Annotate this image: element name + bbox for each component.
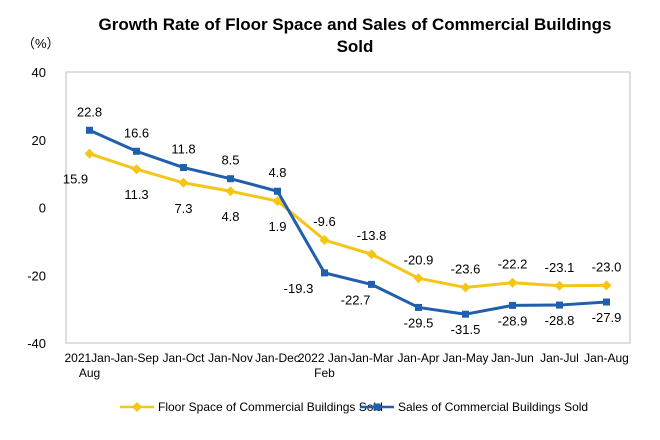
data-label: 16.6 xyxy=(124,125,149,140)
data-point-marker xyxy=(133,147,140,155)
data-label: 11.8 xyxy=(171,142,195,157)
x-tick-label: Jan-Mar xyxy=(349,351,393,365)
data-label: 11.3 xyxy=(124,187,148,202)
legend-marker xyxy=(373,403,381,411)
data-label: 22.8 xyxy=(77,104,102,119)
data-point-marker xyxy=(462,310,469,318)
x-tick-label: Jan-Nov xyxy=(208,351,253,365)
x-tick-label: Jan-Jun xyxy=(491,351,534,365)
legend: Floor Space of Commercial Buildings Sold… xyxy=(120,400,588,414)
legend-label: Sales of Commercial Buildings Sold xyxy=(398,400,588,414)
data-point-marker xyxy=(178,177,189,188)
x-tick-label: 2022 Jan-Feb xyxy=(298,351,351,380)
data-label: -23.1 xyxy=(545,260,575,275)
data-label: -20.9 xyxy=(404,252,434,267)
x-tick-label: Jan-Dec xyxy=(255,351,300,365)
data-label: 7.3 xyxy=(174,201,192,216)
x-tick-label: Jan-Apr xyxy=(397,351,439,365)
x-tick-label: Jan-Aug xyxy=(584,351,629,365)
data-label: -9.6 xyxy=(313,214,335,229)
data-point-marker xyxy=(554,280,565,291)
y-tick-label: 0 xyxy=(39,201,46,216)
series-line xyxy=(89,152,607,289)
y-tick-label: -40 xyxy=(27,336,46,351)
data-point-marker xyxy=(84,148,95,159)
data-point-marker xyxy=(274,187,281,195)
unit-label: （%） xyxy=(22,36,60,51)
data-label: -31.5 xyxy=(451,322,481,337)
y-tick-label: -20 xyxy=(27,268,46,283)
data-label: 4.8 xyxy=(221,209,239,224)
chart-title-line-2: Sold xyxy=(337,37,374,56)
x-tick-label: Jan-Sep xyxy=(114,351,159,365)
data-point-marker xyxy=(227,175,234,183)
legend-item: Sales of Commercial Buildings Sold xyxy=(360,400,588,414)
legend-marker xyxy=(132,402,142,412)
data-point-marker xyxy=(321,269,328,277)
data-point-marker xyxy=(601,280,612,291)
y-tick-label: 40 xyxy=(32,65,46,80)
data-label: -23.6 xyxy=(451,261,481,276)
data-label: -29.5 xyxy=(404,315,434,330)
data-label: -19.3 xyxy=(284,281,314,296)
data-point-marker xyxy=(86,126,93,134)
data-label: -22.2 xyxy=(498,257,528,272)
legend-label: Floor Space of Commercial Buildings Sold xyxy=(158,400,383,414)
series-floor-space: 15.9 11.3 7.3 4.8 1.9 -9.6 -13.8 -20.9 -23.6 -22.… xyxy=(63,148,622,293)
x-tick-label: Jan-May xyxy=(442,351,488,365)
data-label: -13.8 xyxy=(357,228,387,243)
y-tick-label: 20 xyxy=(32,133,46,148)
data-label: 8.5 xyxy=(221,153,239,168)
data-point-marker xyxy=(413,273,424,284)
legend-item: Floor Space of Commercial Buildings Sold xyxy=(120,400,383,414)
data-label: -28.8 xyxy=(545,313,575,328)
data-point-marker xyxy=(225,186,236,197)
x-tick-label: 2021Jan-Aug xyxy=(64,351,114,380)
chart-title-line-1: Growth Rate of Floor Space and Sales of … xyxy=(99,15,612,34)
data-label: 15.9 xyxy=(63,172,88,187)
data-point-marker xyxy=(460,282,471,293)
data-label: -23.0 xyxy=(592,259,622,274)
series-line xyxy=(88,128,607,316)
data-point-marker xyxy=(509,301,516,309)
data-point-marker xyxy=(180,164,187,172)
data-point-marker xyxy=(368,280,375,288)
data-point-marker xyxy=(415,303,422,311)
x-tick-label: Jan-Jul xyxy=(540,351,579,365)
data-point-marker xyxy=(507,277,518,288)
data-point-marker xyxy=(366,249,377,260)
data-label: -28.9 xyxy=(498,313,528,328)
data-point-marker xyxy=(603,298,610,306)
data-label: 1.9 xyxy=(268,219,286,234)
data-point-marker xyxy=(319,235,330,246)
data-point-marker xyxy=(131,164,142,175)
data-label: -27.9 xyxy=(592,310,622,325)
y-axis: 40 20 0 -20 -40 xyxy=(27,65,46,351)
data-label: 4.8 xyxy=(268,165,286,180)
plot-area-frame xyxy=(65,71,631,344)
x-tick-label: Jan-Oct xyxy=(162,351,205,365)
series-sales: 22.8 16.6 11.8 8.5 4.8 -19.3 -22.7 -29.5 -31.5 -2… xyxy=(77,104,621,337)
data-label: -22.7 xyxy=(341,292,371,307)
data-point-marker xyxy=(556,301,563,309)
series-layer: 15.9 11.3 7.3 4.8 1.9 -9.6 -13.8 -20.9 -23.6 -22.… xyxy=(63,104,621,337)
